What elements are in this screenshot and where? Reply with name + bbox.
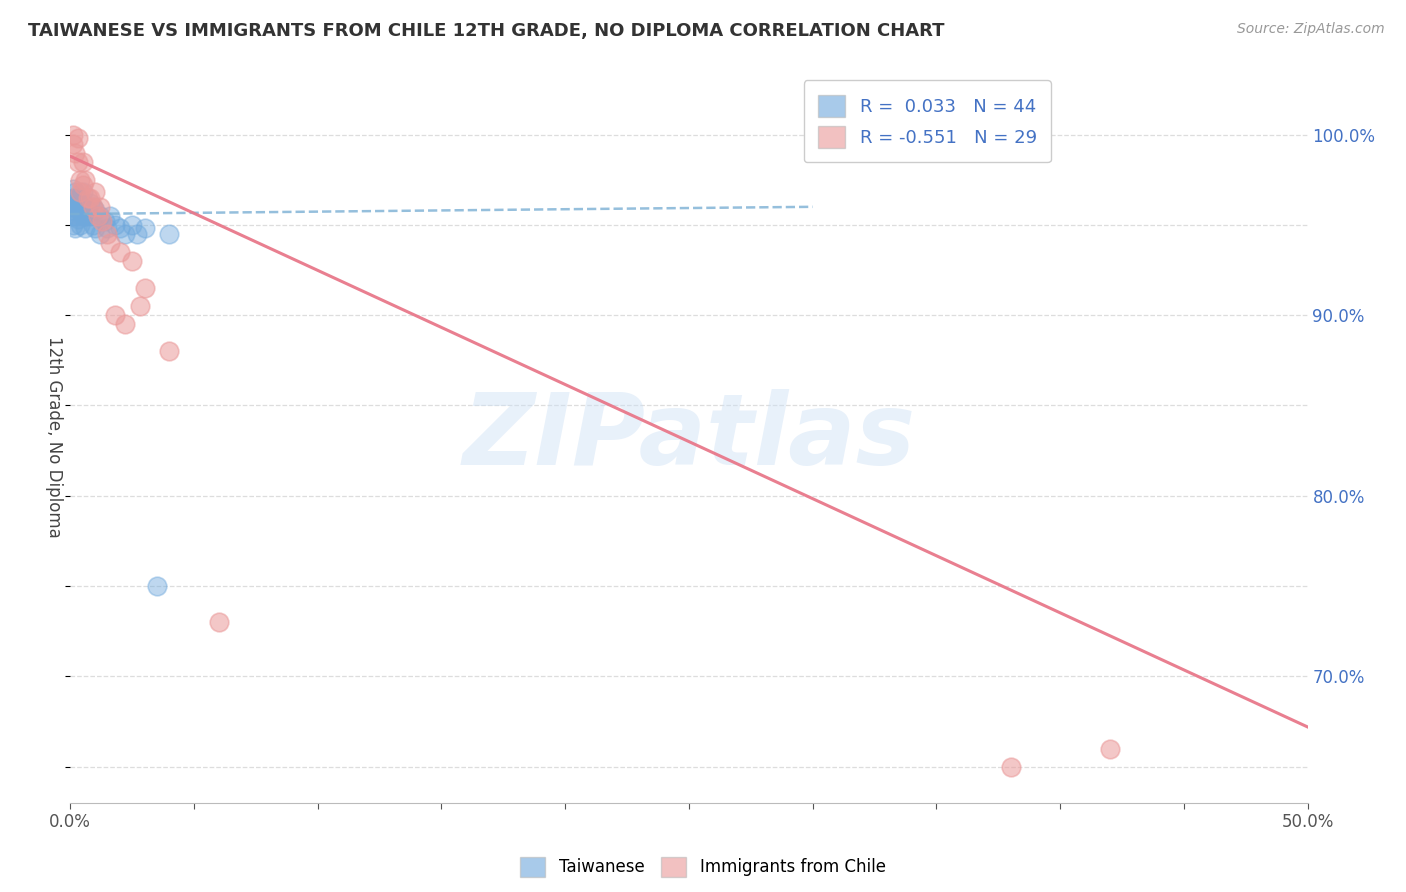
Point xyxy=(89,209,111,223)
Point xyxy=(96,221,118,235)
Point xyxy=(84,221,107,235)
Point xyxy=(65,200,87,214)
Point xyxy=(86,209,108,223)
Point xyxy=(76,203,98,218)
Point xyxy=(82,200,104,214)
Point xyxy=(66,191,89,205)
Point xyxy=(1000,760,1022,774)
Point xyxy=(65,186,87,200)
Point xyxy=(79,191,101,205)
Point xyxy=(128,299,150,313)
Y-axis label: 12th Grade, No Diploma: 12th Grade, No Diploma xyxy=(45,336,63,538)
Text: ZIPatlas: ZIPatlas xyxy=(463,389,915,485)
Point xyxy=(66,200,89,214)
Point xyxy=(134,281,156,295)
Point xyxy=(65,221,87,235)
Point xyxy=(104,218,127,232)
Point xyxy=(104,308,127,322)
Point xyxy=(62,200,84,214)
Point xyxy=(72,209,94,223)
Point xyxy=(66,212,89,227)
Point xyxy=(66,154,89,169)
Point xyxy=(94,214,117,228)
Point xyxy=(98,235,121,250)
Point xyxy=(208,615,231,630)
Point xyxy=(84,203,107,218)
Point xyxy=(69,172,91,186)
Legend: Taiwanese, Immigrants from Chile: Taiwanese, Immigrants from Chile xyxy=(513,850,893,884)
Point xyxy=(114,227,136,241)
Point xyxy=(89,227,111,241)
Point xyxy=(108,244,131,259)
Point xyxy=(72,154,94,169)
Point xyxy=(82,200,104,214)
Point xyxy=(75,200,97,214)
Point xyxy=(75,221,97,235)
Point xyxy=(79,209,101,223)
Point xyxy=(69,196,91,211)
Point xyxy=(72,186,94,200)
Point xyxy=(76,191,98,205)
Point xyxy=(75,209,97,223)
Point xyxy=(62,203,84,218)
Point xyxy=(75,172,97,186)
Point xyxy=(121,218,143,232)
Point xyxy=(62,209,84,223)
Point xyxy=(62,128,84,142)
Point xyxy=(157,344,180,359)
Point xyxy=(65,191,87,205)
Text: TAIWANESE VS IMMIGRANTS FROM CHILE 12TH GRADE, NO DIPLOMA CORRELATION CHART: TAIWANESE VS IMMIGRANTS FROM CHILE 12TH … xyxy=(28,22,945,40)
Point xyxy=(1098,741,1121,756)
Point xyxy=(121,254,143,268)
Point xyxy=(72,200,94,214)
Point xyxy=(72,178,94,193)
Point xyxy=(82,218,104,232)
Point xyxy=(134,221,156,235)
Point xyxy=(69,186,91,200)
Point xyxy=(62,218,84,232)
Point xyxy=(157,227,180,241)
Text: Source: ZipAtlas.com: Source: ZipAtlas.com xyxy=(1237,22,1385,37)
Point xyxy=(62,191,84,205)
Legend: R =  0.033   N = 44, R = -0.551   N = 29: R = 0.033 N = 44, R = -0.551 N = 29 xyxy=(804,80,1052,162)
Point xyxy=(114,317,136,331)
Point xyxy=(66,131,89,145)
Point xyxy=(91,214,114,228)
Point xyxy=(62,182,84,196)
Point xyxy=(65,209,87,223)
Point xyxy=(96,227,118,241)
Point xyxy=(65,145,87,160)
Point xyxy=(62,136,84,151)
Point xyxy=(108,221,131,235)
Point xyxy=(89,200,111,214)
Point xyxy=(69,218,91,232)
Point xyxy=(146,579,169,593)
Point xyxy=(69,191,91,205)
Point xyxy=(98,209,121,223)
Point xyxy=(69,203,91,218)
Point xyxy=(127,227,149,241)
Point xyxy=(84,186,107,200)
Point xyxy=(79,196,101,211)
